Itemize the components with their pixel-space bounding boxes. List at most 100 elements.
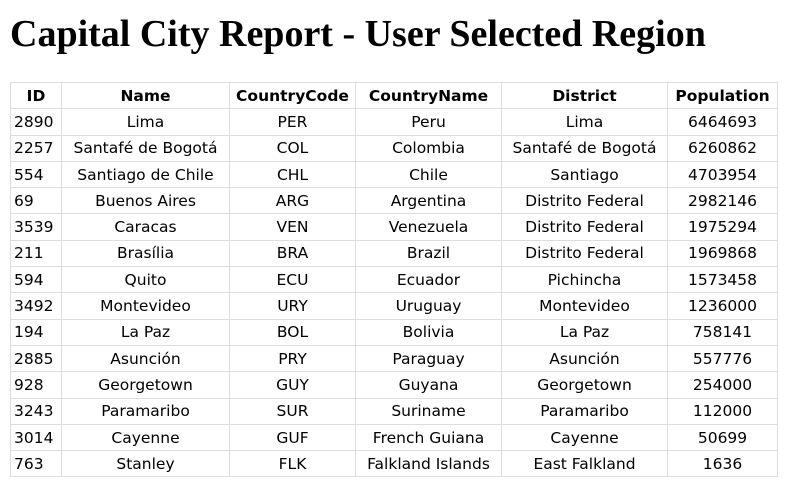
table-row: 554 Santiago de Chile CHL Chile Santiago 4703… bbox=[10, 160, 778, 189]
cell-id: 2885 bbox=[10, 344, 62, 373]
table-row: 594 Quito ECU Ecuador Pichincha 1573458 bbox=[10, 266, 778, 294]
cell-id: 554 bbox=[10, 160, 62, 189]
cell-id: 2890 bbox=[10, 108, 62, 136]
cell-country-name: Colombia bbox=[355, 134, 502, 162]
cell-district: Distrito Federal bbox=[501, 187, 668, 215]
table-row: 2257 Santafé de Bogotá COL Colombia Santafé … bbox=[10, 134, 778, 162]
cell-district: Montevideo bbox=[501, 292, 668, 320]
cell-district: Paramaribo bbox=[501, 397, 668, 425]
cell-name: Cayenne bbox=[61, 423, 230, 452]
cell-country-name: Peru bbox=[355, 108, 502, 136]
cell-country-code: SUR bbox=[229, 397, 356, 425]
cell-district: Asunción bbox=[501, 344, 668, 373]
cell-district: Distrito Federal bbox=[501, 213, 668, 241]
cell-country-name: Bolivia bbox=[355, 318, 502, 346]
cell-country-code: COL bbox=[229, 134, 356, 162]
cell-country-name: Guyana bbox=[355, 371, 502, 399]
cell-country-code: PER bbox=[229, 108, 356, 136]
cell-district: East Falkland bbox=[501, 450, 668, 478]
cell-district: Santiago bbox=[501, 160, 668, 189]
cell-country-name: Argentina bbox=[355, 187, 502, 215]
cell-name: Stanley bbox=[61, 450, 230, 478]
cell-population: 112000 bbox=[667, 397, 778, 425]
cell-name: Quito bbox=[61, 266, 230, 294]
cell-country-name: Brazil bbox=[355, 239, 502, 268]
cell-country-name: Suriname bbox=[355, 397, 502, 425]
cell-country-name: Venezuela bbox=[355, 213, 502, 241]
header-district: District bbox=[501, 81, 668, 110]
cell-population: 6260862 bbox=[667, 134, 778, 162]
cell-id: 69 bbox=[10, 187, 62, 215]
cell-name: Lima bbox=[61, 108, 230, 136]
cell-population: 1969868 bbox=[667, 239, 778, 268]
cell-id: 594 bbox=[10, 266, 62, 294]
cell-country-name: Ecuador bbox=[355, 266, 502, 294]
cell-population: 50699 bbox=[667, 423, 778, 452]
header-country-code: CountryCode bbox=[229, 81, 356, 110]
cell-country-code: CHL bbox=[229, 160, 356, 189]
table-row: 3014 Cayenne GUF French Guiana Cayenne 50699 bbox=[10, 423, 778, 452]
cell-population: 1236000 bbox=[667, 292, 778, 320]
table-row: 69 Buenos Aires ARG Argentina Distrito Feder… bbox=[10, 187, 778, 215]
cell-name: Georgetown bbox=[61, 371, 230, 399]
cell-name: Asunción bbox=[61, 344, 230, 373]
cell-population: 1636 bbox=[667, 450, 778, 478]
cell-population: 758141 bbox=[667, 318, 778, 346]
cell-country-code: PRY bbox=[229, 344, 356, 373]
cell-id: 928 bbox=[10, 371, 62, 399]
cell-country-name: Chile bbox=[355, 160, 502, 189]
table-row: 211 Brasília BRA Brazil Distrito Federal 1969… bbox=[10, 239, 778, 268]
cell-country-name: Paraguay bbox=[355, 344, 502, 373]
header-country-name: CountryName bbox=[355, 81, 502, 110]
cell-id: 3243 bbox=[10, 397, 62, 425]
table-row: 928 Georgetown GUY Guyana Georgetown 254000 bbox=[10, 371, 778, 399]
header-id: ID bbox=[10, 81, 62, 110]
cell-country-name: Falkland Islands bbox=[355, 450, 502, 478]
page-title: Capital City Report - User Selected Regi… bbox=[10, 13, 706, 55]
cell-country-name: French Guiana bbox=[355, 423, 502, 452]
cell-id: 3539 bbox=[10, 213, 62, 241]
cell-country-code: FLK bbox=[229, 450, 356, 478]
cell-country-code: URY bbox=[229, 292, 356, 320]
table-row: 3539 Caracas VEN Venezuela Distrito Federal 1… bbox=[10, 213, 778, 241]
cell-country-code: GUY bbox=[229, 371, 356, 399]
cell-district: La Paz bbox=[501, 318, 668, 346]
cell-name: Buenos Aires bbox=[61, 187, 230, 215]
cell-country-code: BRA bbox=[229, 239, 356, 268]
cell-district: Georgetown bbox=[501, 371, 668, 399]
cell-name: Caracas bbox=[61, 213, 230, 241]
cell-id: 763 bbox=[10, 450, 62, 478]
cell-district: Cayenne bbox=[501, 423, 668, 452]
cell-population: 6464693 bbox=[667, 108, 778, 136]
table-row: 2890 Lima PER Peru Lima 6464693 bbox=[10, 108, 778, 136]
table-row: 2885 Asunción PRY Paraguay Asunción 557776 bbox=[10, 344, 778, 373]
capital-city-table: ID Name CountryCode CountryName District… bbox=[10, 81, 778, 478]
cell-country-code: GUF bbox=[229, 423, 356, 452]
table-row: 3492 Montevideo URY Uruguay Montevideo 123600… bbox=[10, 292, 778, 320]
table-body: 2890 Lima PER Peru Lima 6464693 2257 Santafé de… bbox=[10, 108, 778, 478]
cell-district: Distrito Federal bbox=[501, 239, 668, 268]
table-header-row: ID Name CountryCode CountryName District… bbox=[10, 81, 778, 110]
header-population: Population bbox=[667, 81, 778, 110]
cell-district: Lima bbox=[501, 108, 668, 136]
cell-population: 254000 bbox=[667, 371, 778, 399]
cell-name: La Paz bbox=[61, 318, 230, 346]
cell-district: Santafé de Bogotá bbox=[501, 134, 668, 162]
cell-country-code: BOL bbox=[229, 318, 356, 346]
cell-district: Pichincha bbox=[501, 266, 668, 294]
cell-population: 557776 bbox=[667, 344, 778, 373]
cell-name: Santafé de Bogotá bbox=[61, 134, 230, 162]
table-row: 194 La Paz BOL Bolivia La Paz 758141 bbox=[10, 318, 778, 346]
header-name: Name bbox=[61, 81, 230, 110]
cell-population: 4703954 bbox=[667, 160, 778, 189]
cell-name: Montevideo bbox=[61, 292, 230, 320]
cell-country-name: Uruguay bbox=[355, 292, 502, 320]
cell-population: 2982146 bbox=[667, 187, 778, 215]
cell-country-code: ECU bbox=[229, 266, 356, 294]
cell-population: 1975294 bbox=[667, 213, 778, 241]
table-row: 763 Stanley FLK Falkland Islands East Falkla… bbox=[10, 450, 778, 478]
cell-country-code: VEN bbox=[229, 213, 356, 241]
cell-id: 3014 bbox=[10, 423, 62, 452]
cell-name: Brasília bbox=[61, 239, 230, 268]
cell-country-code: ARG bbox=[229, 187, 356, 215]
